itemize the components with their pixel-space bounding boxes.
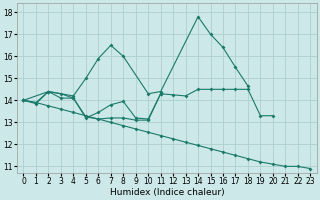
X-axis label: Humidex (Indice chaleur): Humidex (Indice chaleur) (109, 188, 224, 197)
